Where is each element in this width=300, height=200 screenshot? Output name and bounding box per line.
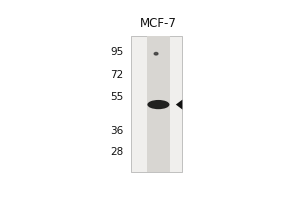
Circle shape: [154, 52, 158, 55]
Text: MCF-7: MCF-7: [140, 17, 177, 30]
Text: 36: 36: [110, 126, 124, 136]
Bar: [147, 36, 170, 172]
Text: 55: 55: [110, 92, 124, 102]
Text: 95: 95: [110, 47, 124, 57]
Ellipse shape: [147, 100, 170, 109]
Text: 28: 28: [110, 147, 124, 157]
Bar: [130, 36, 182, 172]
Polygon shape: [176, 100, 182, 109]
Text: 72: 72: [110, 70, 124, 80]
